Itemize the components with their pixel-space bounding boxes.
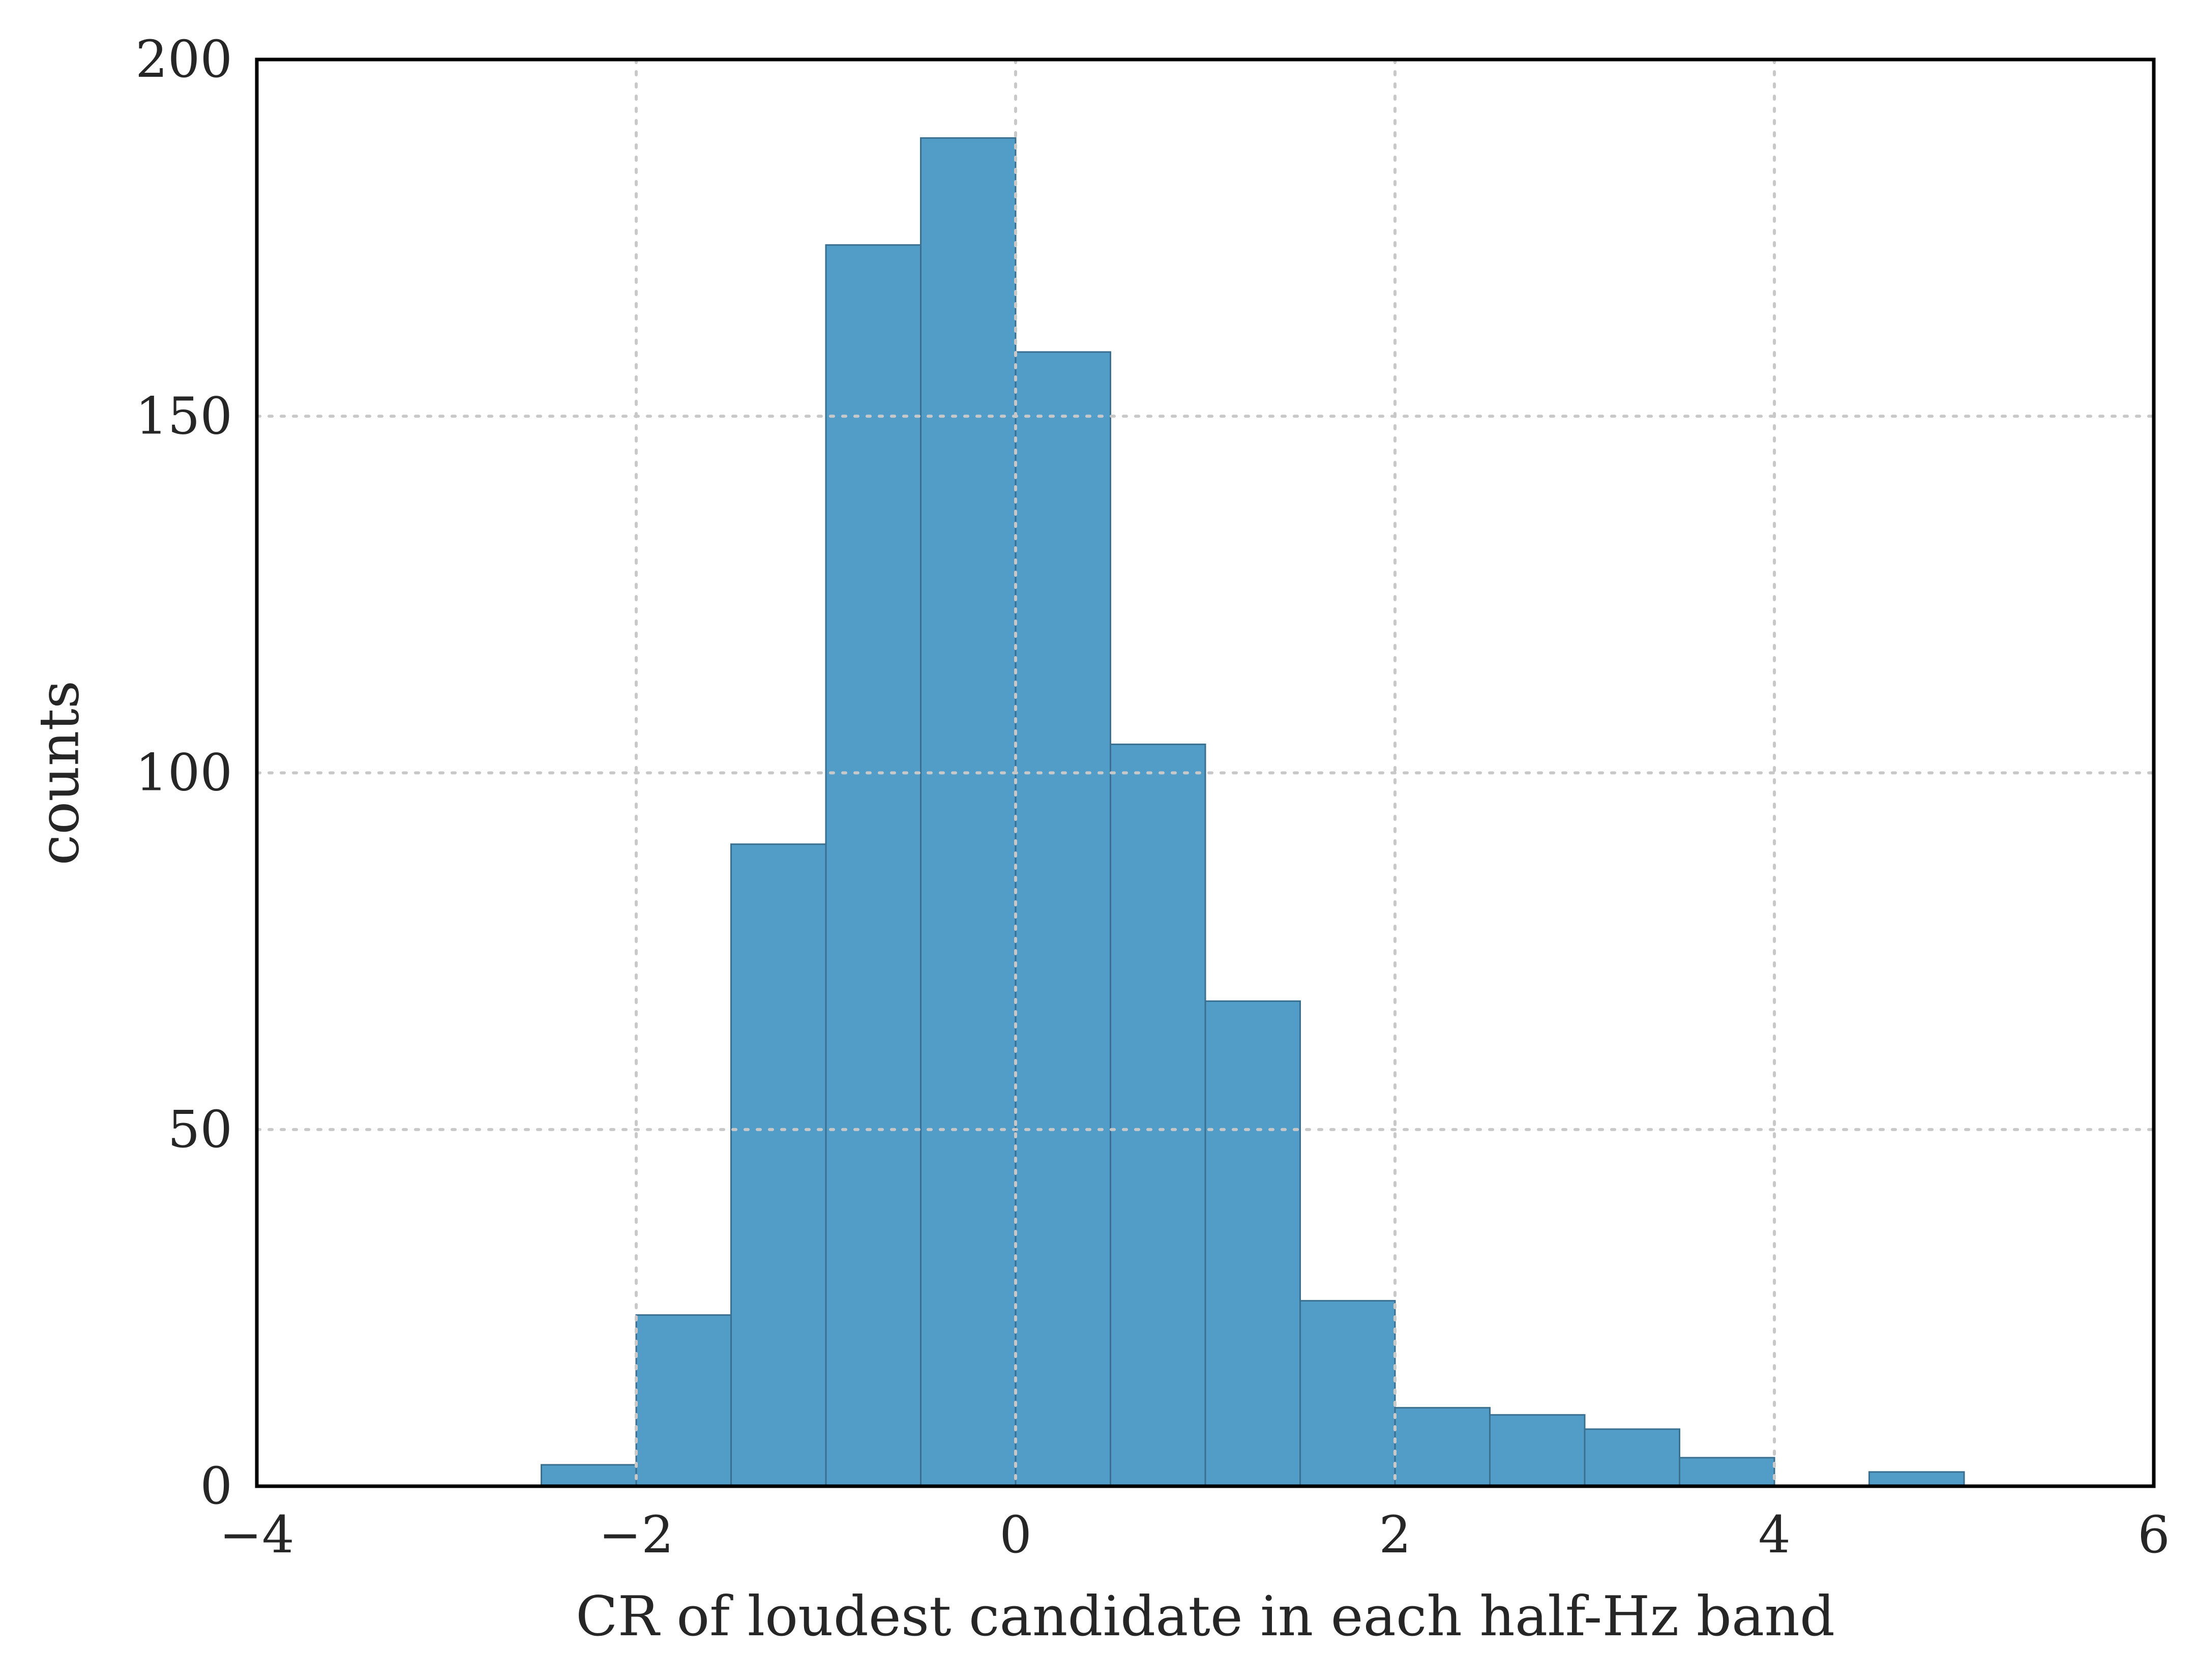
histogram-bars [541, 137, 1965, 1487]
histogram-bar [1868, 1471, 1965, 1487]
x-axis-ticks: −4 −2 0 2 4 6 [219, 1505, 2170, 1565]
histogram-bar [1299, 1300, 1396, 1487]
histogram-bar [1110, 743, 1206, 1487]
histogram-bar [635, 1314, 732, 1487]
x-tick-label: 2 [1379, 1505, 1411, 1565]
x-tick-label: 6 [2137, 1505, 2170, 1565]
histogram-bar [541, 1464, 637, 1487]
histogram-bar [1489, 1414, 1586, 1487]
x-tick-label: 0 [999, 1505, 1032, 1565]
x-tick-label: 4 [1758, 1505, 1791, 1565]
grid-lines [255, 58, 2155, 1488]
x-tick-label: −2 [599, 1505, 673, 1565]
histogram-bar [825, 244, 922, 1487]
y-axis-label: counts [27, 681, 91, 865]
histogram-bar [1394, 1407, 1491, 1487]
y-axis-ticks: 0 50 100 150 200 [135, 30, 232, 1516]
y-tick-label: 0 [200, 1456, 232, 1516]
y-tick-label: 200 [135, 30, 232, 89]
histogram-bar [920, 137, 1017, 1487]
y-tick-label: 150 [135, 386, 232, 446]
histogram-bar [1204, 1000, 1301, 1487]
y-tick-label: 100 [135, 743, 232, 803]
plot-frame [255, 57, 2156, 1488]
histogram-bar [1679, 1457, 1775, 1487]
x-tick-label: −4 [219, 1505, 294, 1565]
histogram-bar [1584, 1428, 1680, 1487]
y-tick-label: 50 [168, 1100, 232, 1159]
histogram-bar [730, 843, 827, 1487]
histogram-bar [1015, 351, 1111, 1487]
x-axis-label: CR of loudest candidate in each half-Hz … [576, 1585, 1835, 1648]
